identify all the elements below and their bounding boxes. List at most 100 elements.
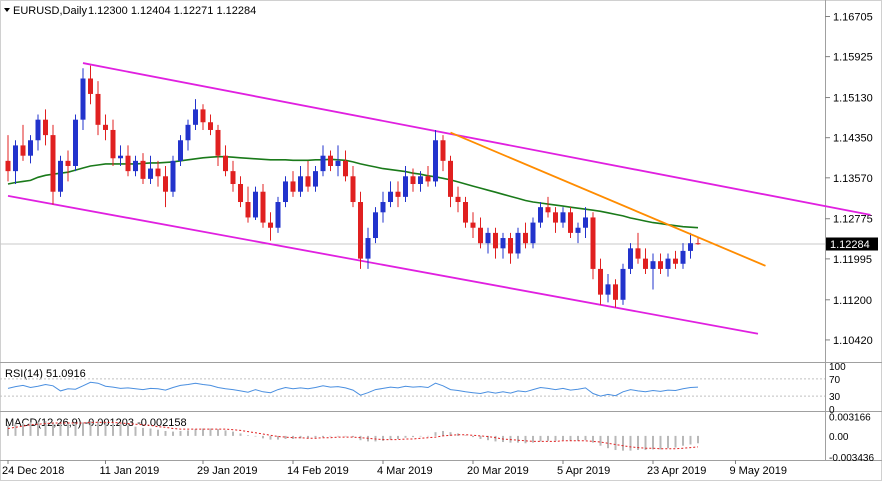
candle-body: [350, 176, 356, 203]
time-tick-label: 11 Jan 2019: [100, 465, 160, 477]
candle: [253, 186, 258, 221]
candle: [58, 155, 63, 197]
macd-bar: [412, 435, 414, 438]
candle: [665, 253, 671, 277]
candle: [163, 165, 168, 208]
macd-bar: [284, 435, 287, 439]
channel-upper-line: [82, 62, 871, 216]
candle: [35, 114, 41, 151]
candle-body: [515, 232, 521, 254]
macd-bar: [232, 431, 234, 436]
candle-body: [373, 212, 378, 239]
dropdown-triangle-icon[interactable]: [4, 8, 10, 12]
macd-panel: MACD(12,26,9) -0.001203 -0.002158 0.0031…: [5, 412, 874, 464]
candle-body: [178, 140, 183, 161]
macd-bar: [329, 435, 332, 437]
macd-bar: [547, 435, 549, 441]
candle-body: [245, 202, 251, 218]
candle-body: [305, 176, 311, 187]
candle: [658, 253, 663, 275]
macd-bar: [322, 435, 324, 438]
candle-body: [140, 160, 146, 179]
macd-bar: [254, 435, 257, 437]
macd-bar: [29, 422, 32, 436]
chart-header: EURUSD,Daily 1.12300 1.12404 1.12271 1.1…: [4, 5, 256, 17]
candle: [268, 212, 273, 241]
candle-body: [215, 129, 221, 156]
macd-bar: [127, 425, 129, 436]
candle: [673, 250, 678, 269]
macd-bar: [14, 423, 17, 436]
candle: [140, 153, 146, 184]
candle-body: [313, 171, 318, 187]
macd-bar: [194, 429, 197, 436]
macd-bar: [517, 435, 519, 443]
macd-tick-label: -0.003436: [829, 453, 874, 464]
candle-body: [485, 232, 491, 244]
macd-bar: [562, 435, 564, 441]
macd-bar: [442, 430, 444, 436]
candle-body: [335, 160, 341, 166]
candle: [695, 238, 701, 245]
candle: [650, 253, 656, 290]
macd-bar: [187, 430, 189, 436]
candle: [223, 145, 228, 177]
candle-body: [110, 129, 116, 159]
time-tick-label: 23 Apr 2019: [647, 465, 706, 477]
price-tick-label: 1.10420: [833, 335, 873, 347]
macd-bar: [674, 435, 677, 448]
macd-bar: [689, 435, 692, 445]
candle-body: [448, 160, 453, 197]
candle-body: [43, 119, 48, 136]
candle-body: [328, 155, 333, 166]
candle: [178, 135, 183, 166]
candle-body: [523, 232, 528, 244]
candle: [350, 165, 356, 208]
candle: [538, 202, 543, 228]
candle: [418, 171, 423, 192]
macd-bar: [262, 435, 264, 439]
candle-body: [28, 140, 33, 156]
candle-body: [403, 176, 408, 197]
macd-bar: [164, 430, 167, 436]
macd-title: MACD(12,26,9) -0.001203 -0.002158: [5, 417, 187, 429]
macd-bar: [607, 435, 609, 449]
macd-bar: [209, 428, 212, 436]
candle-body: [13, 145, 18, 172]
candle-body: [253, 191, 258, 218]
candle-body: [650, 261, 656, 269]
candle: [245, 186, 251, 223]
candle: [440, 135, 446, 172]
candle-body: [613, 284, 618, 300]
macd-bar: [697, 435, 699, 444]
rsi-axis: 100 70 30 0: [829, 362, 846, 416]
candle: [485, 227, 491, 254]
candle: [43, 109, 48, 146]
candle: [80, 68, 86, 130]
macd-bar: [464, 435, 467, 436]
candle: [410, 168, 416, 192]
macd-bar: [37, 421, 39, 436]
candle-body: [200, 109, 206, 123]
candle-body: [35, 119, 41, 141]
time-tick-label: 4 Mar 2019: [377, 465, 433, 477]
candle: [215, 124, 221, 166]
candle-body: [440, 140, 446, 161]
price-tick-label: 1.12775: [833, 214, 873, 226]
macd-bar: [314, 435, 317, 438]
candle: [20, 124, 26, 161]
sma-line: [7, 155, 699, 229]
candle: [193, 99, 198, 130]
price-tick-label: 1.15925: [833, 52, 873, 64]
macd-bar: [682, 435, 684, 446]
candle-body: [170, 160, 176, 192]
candle-body: [455, 196, 461, 203]
price-tick-label: 1.15130: [833, 93, 873, 105]
candle-body: [185, 124, 191, 141]
macd-bar: [307, 435, 309, 439]
macd-bar: [532, 435, 534, 443]
macd-bar: [487, 435, 489, 441]
candle: [200, 104, 206, 130]
macd-bar: [119, 424, 122, 436]
macd-bar: [202, 428, 204, 436]
